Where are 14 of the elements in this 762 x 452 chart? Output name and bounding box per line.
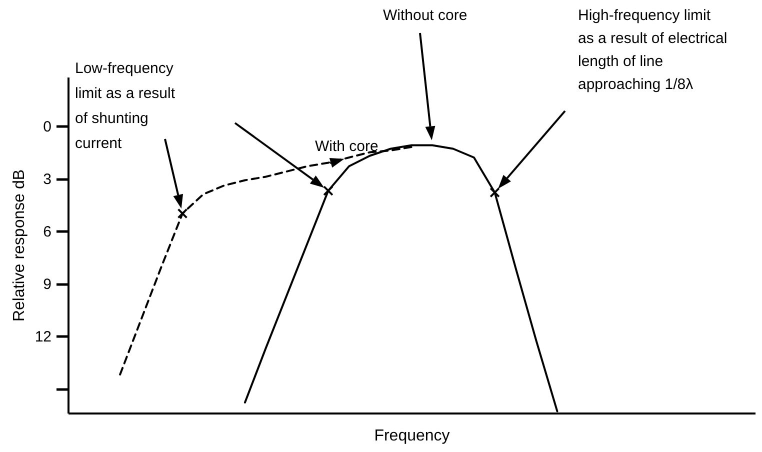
y-tick-label: 9 [43, 276, 52, 293]
x-axis-title: Frequency [374, 428, 450, 444]
y-tick-label: 12 [34, 328, 52, 346]
y-axis-title: Relative response dB [10, 169, 28, 322]
y-tick-label: 3 [43, 171, 52, 188]
text: Without core [383, 7, 468, 24]
annotation: With core [315, 138, 378, 155]
point [177, 208, 188, 219]
y-tick-label: 6 [43, 224, 52, 240]
point [323, 186, 334, 196]
point [490, 187, 500, 198]
annotation: Low-frequency limit as a result of shunting current [75, 60, 176, 152]
y-tick-label: 0 [43, 118, 52, 136]
annotation: High-frequency limit as a result of electrical length of line approaching 1/8λ [578, 7, 728, 93]
